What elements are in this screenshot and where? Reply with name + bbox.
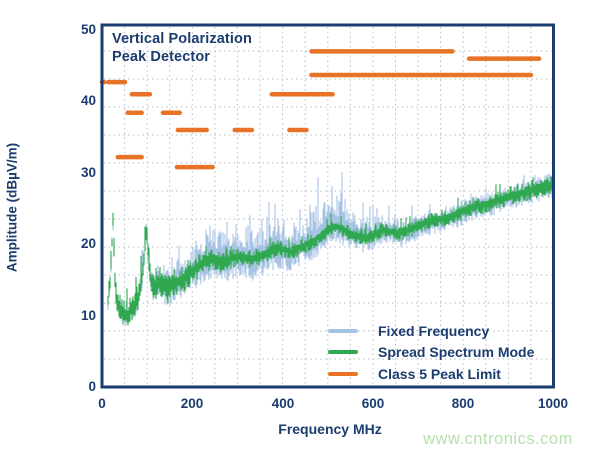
y-tick-50: 50	[80, 22, 96, 37]
y-tick-20: 20	[80, 236, 96, 251]
watermark: www.cntronics.com	[423, 430, 573, 448]
y-tick-0: 0	[88, 379, 96, 394]
y-tick-10: 10	[80, 308, 96, 323]
legend-item-class5-peak-limit: Class 5 Peak Limit	[328, 363, 534, 385]
chart-title-line2: Peak Detector	[112, 49, 211, 65]
legend-swatch-fixed-frequency	[328, 328, 358, 333]
legend-swatch-spread-spectrum-mode	[328, 350, 358, 355]
y-axis-title: Amplitude (dBµV/m)	[4, 142, 20, 273]
y-tick-40: 40	[80, 93, 96, 108]
plot-frame	[100, 23, 555, 389]
legend-label-fixed-frequency: Fixed Frequency	[378, 322, 490, 339]
legend: Fixed Frequency Spread Spectrum Mode Cla…	[328, 320, 534, 385]
legend-label-spread-spectrum-mode: Spread Spectrum Mode	[378, 344, 535, 361]
x-tick-600: 600	[361, 396, 385, 411]
legend-item-fixed-frequency: Fixed Frequency	[328, 320, 534, 342]
x-tick-1000: 1000	[537, 396, 569, 411]
legend-label-class5-peak-limit: Class 5 Peak Limit	[378, 365, 501, 382]
chart-title: Vertical Polarization Peak Detector	[112, 30, 252, 66]
legend-swatch-class5-peak-limit	[328, 371, 358, 376]
x-tick-800: 800	[451, 396, 475, 411]
y-tick-30: 30	[80, 165, 96, 180]
x-tick-400: 400	[271, 396, 295, 411]
trace-spread-spectrum-mode	[107, 176, 553, 326]
chart-title-line1: Vertical Polarization	[112, 31, 252, 47]
limit-lines-class5-peak	[99, 49, 542, 170]
x-tick-200: 200	[180, 396, 204, 411]
x-tick-0: 0	[98, 396, 106, 411]
legend-item-spread-spectrum-mode: Spread Spectrum Mode	[328, 342, 534, 364]
x-axis-title: Frequency MHz	[278, 421, 382, 437]
